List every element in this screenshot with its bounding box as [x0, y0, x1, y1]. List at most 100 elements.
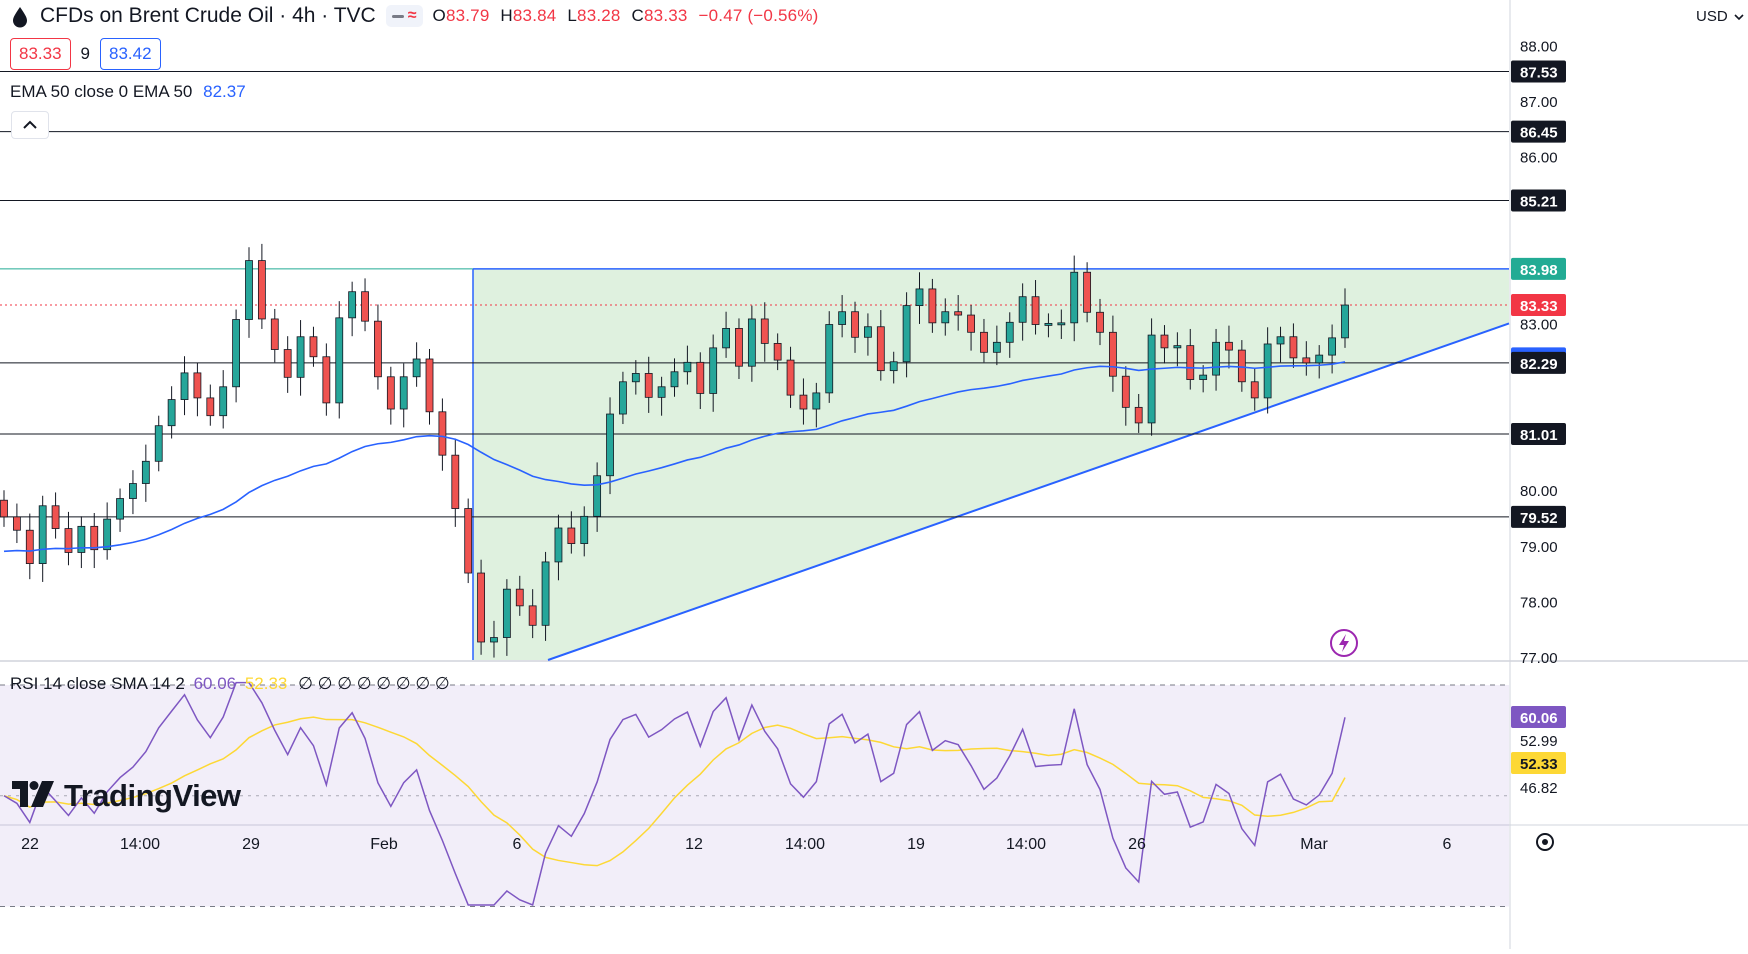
rsi-value: 60.06: [193, 674, 237, 693]
price-tick-0: 88.00: [1520, 38, 1558, 55]
price-tick-6: 78.00: [1520, 594, 1558, 611]
bid-price[interactable]: 83.33: [10, 38, 71, 70]
price-label-0: 87.53: [1520, 65, 1558, 82]
brand-name: TradingView: [64, 778, 241, 813]
price-label-bg-6: [1511, 351, 1566, 374]
candle-body-94: [1212, 341, 1220, 376]
time-tick-5: 12: [685, 836, 703, 853]
currency-label: USD: [1696, 7, 1728, 25]
candle-body-63: [812, 392, 821, 410]
candle-body-92: [1186, 345, 1195, 380]
candle-body-80: [1031, 296, 1040, 325]
candle-body-33: [425, 358, 434, 413]
time-tick-8: 14:00: [1006, 836, 1046, 853]
candle-body-30: [386, 376, 395, 410]
candle-body-98: [1263, 343, 1272, 399]
candle-body-14: [180, 372, 189, 400]
candle-body-78: [1005, 321, 1014, 343]
candle-body-97: [1250, 381, 1259, 399]
candle-body-70: [902, 305, 911, 363]
candle-body-64: [825, 324, 834, 394]
candle-body-9: [116, 498, 124, 520]
rsi-axis-label-3: 46.82: [1520, 780, 1558, 797]
price-label-1: 86.45: [1520, 125, 1558, 142]
ask-price[interactable]: 83.42: [100, 38, 161, 70]
time-tick-4: 6: [513, 836, 522, 853]
rsi-axis-label-2: 52.33: [1520, 756, 1558, 773]
candle-body-35: [451, 454, 460, 509]
candle-body-26: [335, 317, 344, 404]
price-tick-4: 80.00: [1520, 483, 1558, 500]
time-tick-6: 14:00: [785, 836, 825, 853]
candle-body-27: [348, 291, 357, 319]
candle-body-100: [1289, 336, 1298, 359]
candle-body-88: [1134, 406, 1143, 424]
candle-body-85: [1096, 311, 1104, 333]
candle-body-23: [296, 336, 305, 378]
candle-body-41: [528, 605, 537, 626]
rsi-legend[interactable]: RSI 14 close SMA 14 2 60.06 52.33 ∅ ∅ ∅ …: [10, 674, 450, 694]
bid-ask: 83.33 9 83.42: [10, 38, 161, 70]
candle-body-81: [1044, 322, 1053, 326]
price-label-bg-7: [1511, 423, 1566, 446]
candle-body-46: [593, 475, 602, 517]
candle-body-75: [967, 314, 975, 333]
candle-body-29: [374, 320, 382, 378]
candle-body-50: [644, 373, 653, 398]
candle-body-66: [851, 311, 859, 338]
candle-body-11: [141, 460, 150, 484]
time-tick-10: Mar: [1300, 836, 1328, 853]
currency-selector[interactable]: USD: [1690, 2, 1748, 30]
candle-body-84: [1083, 271, 1092, 313]
price-label-6: 82.29: [1520, 356, 1558, 373]
price-label-4: 83.33: [1520, 298, 1558, 315]
price-label-bg-2: [1511, 189, 1566, 212]
rsi-sma-value: 52.33: [244, 674, 288, 693]
minus-icon: [391, 14, 404, 18]
candle-body-4: [51, 505, 60, 529]
candle-body-44: [567, 527, 576, 544]
candle-body-34: [438, 411, 447, 456]
candle-body-48: [619, 381, 627, 415]
candle-body-6: [77, 525, 86, 553]
ema-legend[interactable]: EMA 50 close 0 EMA 50 82.37: [10, 82, 246, 102]
spread: 9: [80, 44, 91, 63]
candle-body-61: [786, 359, 795, 396]
price-tick-3: 83.00: [1520, 316, 1558, 333]
price-label-3: 83.98: [1520, 262, 1558, 279]
chart-type-pill[interactable]: ≈: [385, 5, 423, 27]
candle-body-73: [941, 311, 950, 324]
candle-body-5: [64, 528, 73, 553]
ohlc-values: O83.79 H83.84 L83.28 C83.33 −0.47 (−0.56…: [432, 6, 819, 25]
ema-label: EMA 50 close 0 EMA 50: [10, 82, 193, 101]
lightning-icon: [1330, 629, 1358, 657]
candle-body-89: [1147, 334, 1156, 424]
tradingview-mark-icon: [12, 780, 54, 812]
candle-body-72: [928, 288, 937, 324]
candle-body-38: [490, 637, 498, 643]
candle-body-43: [554, 527, 563, 563]
rsi-empty-values: ∅ ∅ ∅ ∅ ∅ ∅ ∅ ∅: [298, 674, 450, 693]
price-label-8: 79.52: [1520, 510, 1558, 527]
candle-body-0: [0, 499, 8, 518]
ema50-line: [3, 361, 1346, 553]
candle-body-74: [954, 311, 963, 316]
price-label-7: 81.01: [1520, 427, 1558, 444]
time-tick-11: 6: [1443, 836, 1452, 853]
time-tick-9: 26: [1128, 836, 1146, 853]
candle-body-79: [1018, 296, 1027, 323]
price-label-bg-1: [1511, 120, 1566, 143]
symbol-title[interactable]: CFDs on Brent Crude Oil · 4h · TVC: [40, 4, 376, 27]
collapse-button[interactable]: [11, 111, 49, 139]
candle-body-90: [1160, 334, 1169, 349]
tradingview-logo[interactable]: TradingView: [12, 778, 241, 814]
candle-body-103: [1328, 337, 1337, 356]
price-label-2: 85.21: [1520, 194, 1558, 211]
candle-body-91: [1173, 345, 1182, 349]
candle-body-55: [709, 347, 718, 394]
price-tick-1: 87.00: [1520, 94, 1558, 111]
candle-body-7: [90, 525, 99, 551]
candle-body-62: [799, 394, 808, 410]
